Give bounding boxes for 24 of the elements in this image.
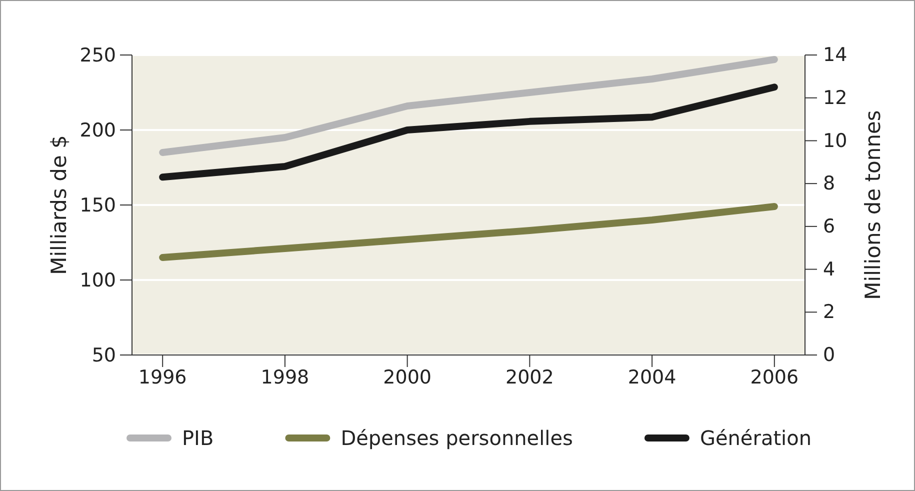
x-tick-label: 1998 xyxy=(260,366,310,388)
y-tick-label: 150 xyxy=(80,194,116,217)
x-tick-label: 1996 xyxy=(138,366,187,388)
x-tick-label: 2000 xyxy=(383,366,432,388)
x-tick-label: 2002 xyxy=(506,366,554,388)
y-tick-label: 50 xyxy=(92,344,116,367)
y2-tick-label: 2 xyxy=(823,301,836,324)
x-tick-label: 2006 xyxy=(750,366,799,388)
y2-tick-label: 6 xyxy=(823,216,836,238)
legend-label: Génération xyxy=(700,426,812,450)
legend-label: PIB xyxy=(182,426,214,450)
y2-tick-label: 14 xyxy=(823,44,848,66)
y2-tick-label: 4 xyxy=(823,258,836,280)
x-tick-label: 2004 xyxy=(628,366,676,388)
y-axis-title: Milliards de $ xyxy=(47,135,71,275)
y2-tick-label: 0 xyxy=(823,344,836,366)
y2-tick-label: 10 xyxy=(823,130,848,152)
y2-axis-title: Millions de tonnes xyxy=(861,110,885,300)
y2-tick-label: 12 xyxy=(823,86,848,109)
legend-label: Dépenses personnelles xyxy=(340,426,573,450)
y-tick-label: 200 xyxy=(80,120,116,142)
y2-tick-label: 8 xyxy=(823,172,836,195)
y-tick-label: 250 xyxy=(80,44,116,67)
y-tick-label: 100 xyxy=(80,270,116,292)
